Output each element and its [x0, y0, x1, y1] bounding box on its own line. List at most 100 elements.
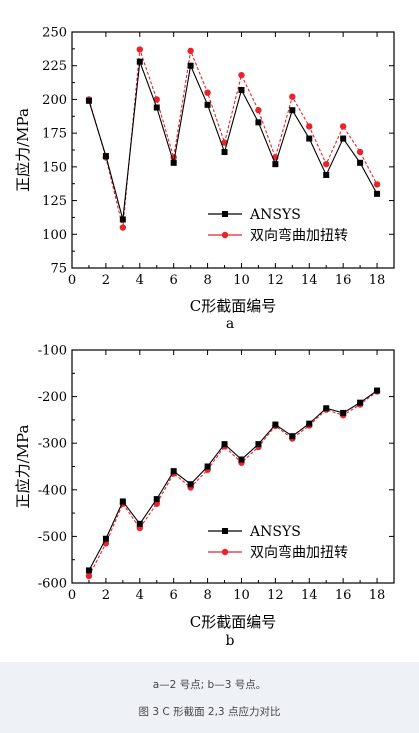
- data-point-ansys: [187, 481, 194, 488]
- series-line-ansys: [88, 61, 378, 220]
- x-axis-title: C形截面编号: [190, 613, 276, 631]
- y-tick-label: 125: [42, 194, 67, 209]
- y-tick-label: 75: [50, 262, 67, 277]
- data-point-ansys: [340, 135, 347, 142]
- x-tick-label: 12: [267, 273, 284, 288]
- legend-marker-ansys: [222, 211, 228, 217]
- legend-label: ANSYS: [249, 524, 301, 540]
- data-point-ansys: [238, 456, 245, 463]
- data-point-twist: [356, 148, 364, 156]
- data-point-ansys: [119, 498, 126, 505]
- x-tick-label: 8: [203, 273, 211, 288]
- panel-label: a: [226, 316, 234, 332]
- data-point-twist: [85, 572, 93, 580]
- data-point-twist: [323, 160, 330, 168]
- data-point-twist: [153, 96, 160, 103]
- data-point-ansys: [323, 171, 330, 178]
- data-point-ansys: [306, 135, 313, 142]
- data-point-ansys: [153, 496, 160, 503]
- x-tick-label: 14: [301, 588, 318, 603]
- legend-label: 双向弯曲加扭转: [250, 544, 348, 561]
- data-point-ansys: [374, 387, 381, 394]
- panel-label: b: [226, 633, 235, 649]
- data-point-ansys: [119, 216, 126, 223]
- x-tick-label: 6: [170, 588, 178, 603]
- x-tick-label: 4: [136, 273, 144, 288]
- data-point-ansys: [357, 159, 364, 166]
- series-line-ansys: [88, 390, 378, 571]
- chart-a: 0 2 4 6 8 10 12 14 16 18 75 100 125 150 175 200 225 250 C形…: [14, 26, 395, 332]
- x-tick-label: 18: [369, 588, 386, 603]
- data-point-ansys: [323, 405, 330, 412]
- data-point-ansys: [136, 58, 143, 65]
- legend-marker-ansys: [222, 528, 228, 534]
- y-tick-label: -200: [38, 390, 67, 405]
- data-point-ansys: [340, 409, 347, 416]
- data-point-ansys: [272, 421, 279, 428]
- x-tick-label: 0: [68, 588, 76, 603]
- figure: 0 2 4 6 8 10 12 14 16 18 75 100 125 150 175 200 225 250 C形…: [0, 0, 419, 662]
- data-point-twist: [136, 46, 143, 53]
- data-point-ansys: [306, 420, 313, 427]
- data-point-twist: [373, 181, 381, 188]
- x-tick-label: 10: [233, 273, 250, 288]
- data-point-ansys: [238, 86, 245, 93]
- data-point-ansys: [85, 567, 92, 574]
- chart-b: 0 2 4 6 8 10 12 14 16 18 -600 -500 -400 -300 -200 -100 C…: [14, 344, 395, 649]
- y-tick-label: -400: [38, 483, 67, 498]
- data-point-twist: [255, 107, 262, 114]
- x-tick-label: 0: [68, 273, 76, 288]
- data-point-ansys: [153, 104, 160, 111]
- y-tick-label: 100: [42, 228, 67, 243]
- x-tick-label: 2: [102, 273, 110, 288]
- y-tick-label: 225: [42, 59, 67, 74]
- y-tick-label: 250: [42, 26, 67, 41]
- y-tick-label: -100: [38, 344, 67, 359]
- legend-label: ANSYS: [249, 207, 301, 223]
- x-tick-label: 2: [102, 588, 110, 603]
- data-point-twist: [119, 224, 127, 231]
- data-point-twist: [339, 123, 347, 130]
- data-point-ansys: [102, 535, 109, 542]
- y-tick-label: 200: [42, 93, 67, 108]
- data-point-ansys: [204, 101, 211, 108]
- data-point-ansys: [289, 433, 296, 440]
- x-tick-label: 8: [203, 588, 211, 603]
- sub-caption: a—2 号点; b—3 号点。: [152, 679, 267, 691]
- x-axis-title: C形截面编号: [190, 297, 276, 315]
- x-tick-label: 6: [170, 273, 178, 288]
- data-point-ansys: [221, 441, 228, 448]
- y-tick-label: -500: [38, 530, 67, 545]
- data-point-twist: [187, 47, 194, 55]
- data-point-ansys: [204, 463, 211, 470]
- data-point-twist: [306, 123, 313, 130]
- y-tick-label: 175: [42, 127, 67, 142]
- x-tick-label: 12: [267, 588, 284, 603]
- x-tick-label: 16: [335, 273, 352, 288]
- data-point-ansys: [272, 161, 279, 168]
- data-point-ansys: [255, 119, 262, 126]
- data-point-ansys: [357, 399, 364, 406]
- y-tick-label: 150: [42, 160, 67, 175]
- x-tick-label: 16: [335, 588, 352, 603]
- data-point-ansys: [374, 190, 381, 197]
- x-tick-label: 10: [233, 588, 250, 603]
- data-point-ansys: [170, 159, 177, 166]
- data-point-twist: [289, 93, 296, 100]
- data-point-ansys: [187, 62, 194, 69]
- data-point-ansys: [221, 149, 228, 156]
- x-tick-label: 18: [369, 273, 386, 288]
- y-axis-title: 正应力/MPa: [14, 108, 32, 192]
- y-axis-title: 正应力/MPa: [14, 425, 32, 509]
- data-point-twist: [238, 71, 245, 79]
- data-point-ansys: [85, 97, 92, 104]
- y-tick-label: -600: [38, 577, 67, 592]
- data-point-twist: [204, 89, 211, 96]
- data-point-ansys: [255, 441, 262, 448]
- x-tick-label: 4: [136, 588, 144, 603]
- x-tick-label: 14: [301, 273, 318, 288]
- legend-label: 双向弯曲加扭转: [250, 227, 348, 244]
- data-point-ansys: [170, 468, 177, 475]
- data-point-ansys: [136, 520, 143, 527]
- y-tick-label: -300: [38, 437, 67, 452]
